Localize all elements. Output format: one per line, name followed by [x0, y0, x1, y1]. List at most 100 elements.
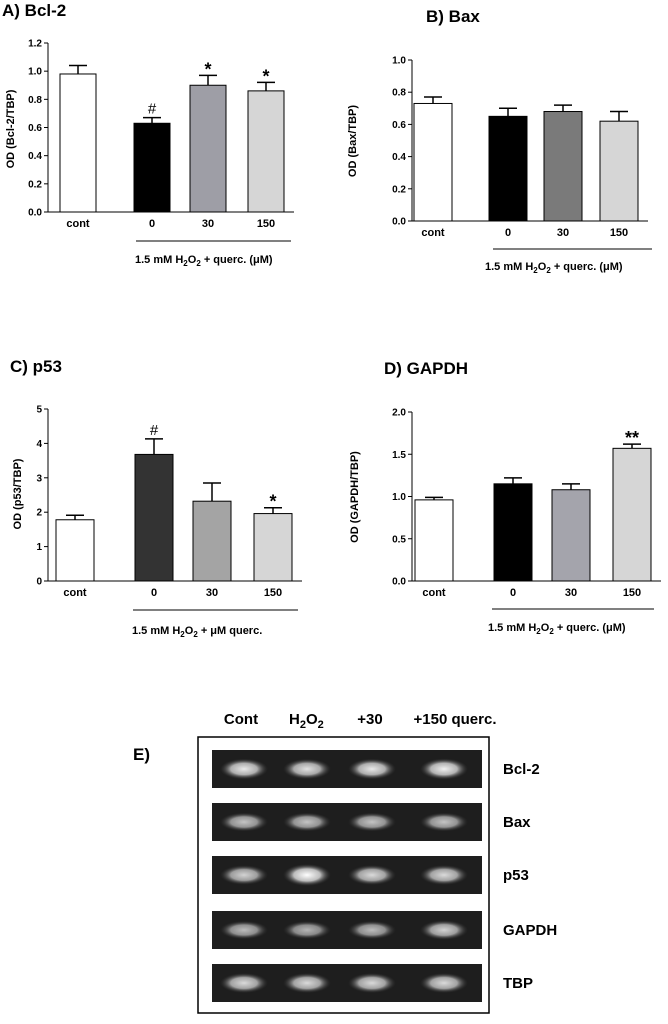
panel-a-bar-0 [133, 122, 171, 213]
gel-band [348, 758, 396, 780]
panel-c-y-tick-label: 5 [36, 405, 42, 416]
panel-b-bar-30 [543, 111, 583, 222]
panel-b-y-tick-label: 1.0 [392, 56, 406, 67]
gel-band-label: TBP [503, 975, 533, 992]
panel-e-label: E) [133, 745, 150, 764]
gel-band [348, 973, 396, 993]
panel-a-y-tick-label: 0.4 [28, 151, 42, 162]
panel-c-category-label: cont [63, 587, 87, 599]
panel-b-y-tick-label: 0.2 [392, 184, 406, 195]
panel-b-y-tick-label: 0.6 [392, 120, 406, 131]
panel-a-significance-marker: * [262, 66, 269, 86]
gel-band [220, 920, 268, 940]
panel-d-treatment-label: 1.5 mM H2O2 + querc. (μM) [488, 622, 626, 636]
panel-a-y-tick-label: 0.6 [28, 123, 42, 134]
panel-b: B) Bax OD (Bax/TBP) 0.0 0.2 0.4 0.6 0.8 1.0 co… [347, 7, 652, 275]
gel-band [420, 973, 468, 993]
panel-c-significance-marker: * [269, 492, 276, 512]
panel-b-y-tick-label: 0.4 [392, 152, 406, 163]
panel-a-significance-marker: # [148, 101, 157, 118]
panel-d-bar-0 [493, 483, 533, 582]
panel-a-category-label: 0 [149, 218, 155, 230]
panel-a-y-tick-label: 1.0 [28, 67, 42, 78]
panel-d-category-label: 0 [510, 587, 516, 599]
panel-c-ylabel: OD (p53/TBP) [12, 458, 24, 529]
gel-band-label: Bcl-2 [503, 761, 540, 778]
panel-a-category-label: 30 [202, 218, 214, 230]
gel-band [420, 758, 468, 780]
panel-a-y-tick-label: 0.2 [28, 179, 42, 190]
panel-a-bar-150 [247, 90, 285, 213]
panel-a-bar-30 [189, 84, 227, 213]
panel-a-ylabel: OD (Bcl-2/TBP) [5, 89, 17, 168]
panel-d-y-tick-label: 1.5 [392, 450, 406, 461]
panel-a-y-tick-label: 0.8 [28, 95, 42, 106]
gel-lane-label-150: +150 querc. [414, 711, 497, 728]
gel-lane-label-30: +30 [357, 711, 382, 728]
panel-c-category-label: 30 [206, 587, 218, 599]
gel-band [220, 812, 268, 832]
panel-d-y-tick-label: 2.0 [392, 408, 406, 419]
panel-b-ylabel: OD (Bax/TBP) [347, 105, 359, 177]
panel-d-y-tick-label: 0.5 [392, 534, 406, 545]
panel-b-title: B) Bax [426, 7, 480, 26]
panel-c-bar-150 [253, 513, 293, 582]
panel-c-y-tick-label: 1 [36, 542, 42, 553]
panel-b-bar-150 [599, 120, 639, 222]
gel-band [420, 812, 468, 832]
panel-c-y-tick-label: 2 [36, 508, 42, 519]
gel-band [220, 865, 268, 885]
panel-b-plot: 0.0 0.2 0.4 0.6 0.8 1.0 cont 0 30 150 [392, 56, 648, 239]
panel-a-y-tick-label: 0.0 [28, 208, 42, 219]
panel-d-category-label: 150 [623, 587, 641, 599]
gel-band [420, 920, 468, 940]
panel-d-y-tick-label: 1.0 [392, 492, 406, 503]
panel-a-category-label: cont [66, 218, 90, 230]
gel-band-label: p53 [503, 867, 529, 884]
panel-b-treatment-label: 1.5 mM H2O2 + querc. (μM) [485, 261, 623, 275]
gel-band [283, 812, 331, 832]
panel-d-category-label: 30 [565, 587, 577, 599]
panel-d-bar-150 [612, 447, 652, 582]
panel-b-category-label: 150 [610, 227, 628, 239]
panel-b-category-label: 0 [505, 227, 511, 239]
panel-a-significance-marker: * [204, 59, 211, 79]
panel-a-treatment-label: 1.5 mM H2O2 + querc. (μM) [135, 254, 273, 268]
gel-band [348, 865, 396, 885]
panel-d-ylabel: OD (GAPDH/TBP) [349, 451, 361, 543]
gel-lane-label-h2o2: H2O2 [289, 711, 324, 731]
panel-a: A) Bcl-2 OD (Bcl-2/TBP) 0.0 0.2 0.4 0.6 0.8 1… [2, 1, 294, 268]
gel-band [348, 920, 396, 940]
panel-d: D) GAPDH OD (GAPDH/TBP) 0.0 0.5 1.0 1.5 2.0 c… [349, 359, 661, 636]
gel-band [283, 864, 331, 886]
gel-band [283, 758, 331, 780]
panel-c-category-label: 0 [151, 587, 157, 599]
panel-c-y-tick-label: 0 [36, 577, 42, 588]
panel-d-y-tick-label: 0.0 [392, 577, 406, 588]
panel-b-y-tick-label: 0.0 [392, 217, 406, 228]
panel-b-category-label: cont [421, 227, 445, 239]
panel-b-y-tick-label: 0.8 [392, 88, 406, 99]
panel-c-bar-30 [192, 500, 232, 582]
panel-a-title: A) Bcl-2 [2, 1, 66, 20]
panel-d-title: D) GAPDH [384, 359, 468, 378]
panel-a-category-label: 150 [257, 218, 275, 230]
gel-band [348, 812, 396, 832]
panel-c-y-tick-label: 3 [36, 473, 42, 484]
gel-band-label: GAPDH [503, 922, 557, 939]
panel-c-significance-marker: # [150, 422, 159, 439]
panel-b-category-label: 30 [557, 227, 569, 239]
panel-b-bar-cont [413, 102, 453, 222]
gel-lane-label-cont: Cont [224, 711, 258, 728]
gel-band [220, 758, 268, 780]
panel-a-plot: 0.0 0.2 0.4 0.6 0.8 1.0 1.2 cont 0 #30 * 150 * [28, 39, 294, 230]
panel-c-y-tick-label: 4 [36, 439, 42, 450]
gel-band [220, 973, 268, 993]
panel-d-significance-marker: ** [625, 428, 639, 448]
panel-d-plot: 0.0 0.5 1.0 1.5 2.0 cont 0 30 150 ** [392, 408, 661, 599]
gel-band [283, 921, 331, 939]
panel-b-bar-0 [488, 115, 528, 222]
gel-strips: Bcl-2 Bax p53 GAPDH TBP [212, 750, 557, 1002]
panel-e: E) Cont H2O2 +30 +150 querc. Bcl-2 Bax p53… [133, 711, 557, 1014]
